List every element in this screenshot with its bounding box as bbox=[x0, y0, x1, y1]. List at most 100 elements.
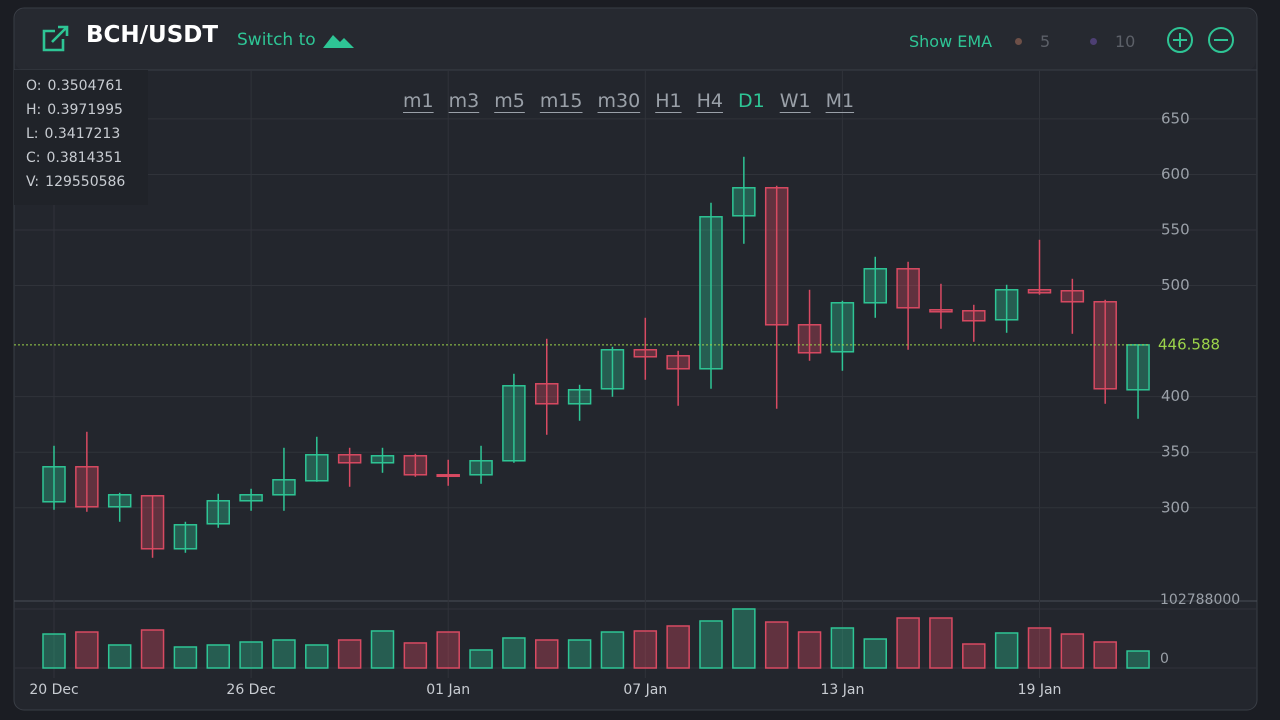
candle-body bbox=[370, 455, 395, 464]
ohlc-row: V: 129550586 bbox=[14, 174, 148, 198]
volume-bar bbox=[666, 625, 690, 669]
volume-bar bbox=[764, 621, 789, 669]
volume-bar bbox=[830, 627, 855, 669]
candle-body bbox=[1027, 289, 1052, 294]
volume-bar bbox=[239, 641, 263, 669]
ohlc-value: 0.3417213 bbox=[44, 126, 121, 142]
timeframe-button[interactable]: m3 bbox=[448, 90, 480, 112]
switch-label[interactable]: Switch to bbox=[237, 30, 316, 50]
y-tick-label: 650 bbox=[1161, 109, 1190, 127]
volume-bar bbox=[173, 646, 198, 669]
volume-bar bbox=[633, 630, 658, 669]
candle-body bbox=[1126, 344, 1150, 391]
volume-bar bbox=[863, 638, 887, 669]
ohlc-info: O: 0.3504761 H: 0.3971995 L: 0.3417213 C: 0.381… bbox=[14, 70, 148, 205]
candle-body bbox=[75, 466, 99, 508]
candle-body bbox=[1060, 290, 1085, 303]
y-tick-label: 300 bbox=[1161, 498, 1190, 516]
current-price-label: 446.588 bbox=[1158, 335, 1220, 353]
candle-body bbox=[107, 494, 132, 508]
candle-body bbox=[1093, 301, 1117, 390]
panel bbox=[13, 7, 1258, 711]
volume-bar bbox=[502, 637, 526, 669]
ohlc-value: 0.3814351 bbox=[46, 150, 123, 166]
volume-bar bbox=[896, 617, 920, 669]
candle-body bbox=[337, 454, 362, 464]
timeframe-button[interactable]: W1 bbox=[779, 90, 811, 112]
candle-body bbox=[140, 495, 165, 550]
volume-bar bbox=[699, 620, 723, 669]
ema-dot bbox=[1090, 38, 1097, 45]
timeframe-button[interactable]: H1 bbox=[655, 90, 682, 112]
timeframe-button[interactable]: m15 bbox=[539, 90, 583, 112]
x-tick-label: 13 Jan bbox=[820, 682, 864, 698]
volume-bar bbox=[600, 631, 625, 669]
volume-bar bbox=[75, 631, 99, 669]
candle-body bbox=[567, 389, 592, 405]
volume-tick-label: 0 bbox=[1160, 651, 1169, 667]
volume-bar bbox=[1093, 641, 1117, 669]
ohlc-label: H: bbox=[26, 102, 42, 118]
ohlc-label: V: bbox=[26, 174, 40, 190]
x-tick-label: 19 Jan bbox=[1018, 682, 1062, 698]
ema-item[interactable]: 5 bbox=[1015, 32, 1050, 51]
y-tick-label: 600 bbox=[1161, 165, 1190, 183]
ema-toggle[interactable]: Show EMA bbox=[909, 32, 993, 51]
candle-body bbox=[732, 187, 756, 217]
y-tick-label: 550 bbox=[1161, 221, 1190, 239]
candle-body bbox=[206, 500, 230, 525]
ema-dot bbox=[1015, 38, 1022, 45]
volume-bar bbox=[929, 617, 953, 669]
ohlc-label: O: bbox=[26, 78, 42, 94]
header-bar bbox=[15, 9, 1256, 70]
volume-bar bbox=[1027, 627, 1052, 669]
candle-body bbox=[994, 289, 1019, 321]
timeframe-button[interactable]: m1 bbox=[403, 90, 434, 112]
volume-bar bbox=[107, 644, 132, 669]
volume-bar bbox=[732, 608, 756, 669]
candle-body bbox=[699, 216, 723, 370]
candle-body bbox=[600, 349, 625, 390]
candle-body bbox=[305, 454, 329, 482]
ema-period: 5 bbox=[1040, 32, 1051, 51]
x-tick-label: 07 Jan bbox=[623, 682, 667, 698]
volume-tick-label: 102788000 bbox=[1160, 592, 1240, 608]
timeframe-button[interactable]: M1 bbox=[825, 90, 855, 112]
timeframe-button[interactable]: D1 bbox=[737, 90, 765, 112]
zoom-out-button[interactable] bbox=[1208, 27, 1234, 53]
x-tick-label: 26 Dec bbox=[226, 682, 275, 698]
volume-bar bbox=[535, 639, 559, 669]
volume-bar bbox=[42, 633, 66, 669]
volume-bar bbox=[206, 644, 230, 669]
x-tick-label: 20 Dec bbox=[29, 682, 78, 698]
candle-body bbox=[633, 349, 658, 358]
ohlc-value: 0.3971995 bbox=[47, 102, 123, 118]
ema-period: 10 bbox=[1115, 32, 1136, 51]
switch-icon[interactable] bbox=[323, 35, 354, 48]
ohlc-row: C: 0.3814351 bbox=[14, 150, 148, 174]
timeframe-button[interactable]: m5 bbox=[494, 90, 525, 112]
volume-bar bbox=[436, 631, 460, 669]
y-tick-label: 400 bbox=[1161, 387, 1190, 405]
candle-body bbox=[42, 466, 66, 503]
timeframe-button[interactable]: m30 bbox=[597, 90, 641, 112]
external-link-icon[interactable] bbox=[42, 25, 69, 52]
volume-bar bbox=[994, 632, 1019, 669]
zoom-in-button[interactable] bbox=[1167, 27, 1193, 53]
volume-bar bbox=[797, 631, 822, 669]
candle-body bbox=[797, 324, 822, 354]
timeframe-button[interactable]: H4 bbox=[696, 90, 723, 112]
candle-body bbox=[239, 494, 263, 502]
ohlc-row: H: 0.3971995 bbox=[14, 102, 148, 126]
volume-bar bbox=[337, 639, 362, 669]
volume-bar bbox=[403, 642, 428, 669]
ohlc-row: O: 0.3504761 bbox=[14, 78, 148, 102]
candle-body bbox=[929, 309, 953, 313]
candle-body bbox=[502, 385, 526, 462]
candle-body bbox=[469, 460, 493, 476]
candle-body bbox=[666, 355, 690, 370]
ema-item[interactable]: 10 bbox=[1090, 32, 1135, 51]
volume-bar bbox=[305, 644, 329, 669]
volume-bar bbox=[567, 639, 592, 669]
